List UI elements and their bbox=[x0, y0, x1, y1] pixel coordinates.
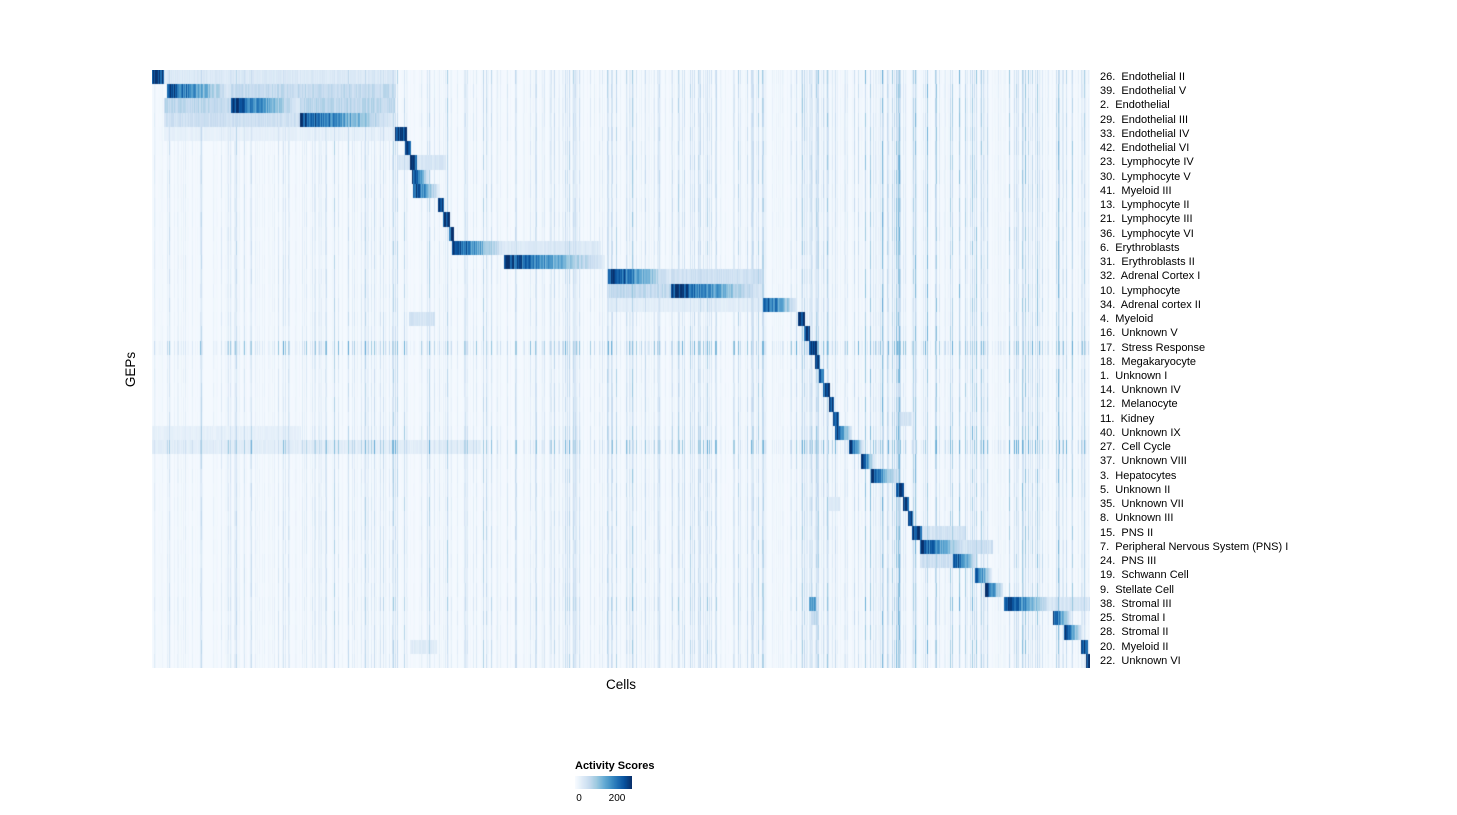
gep-row-label: 32. Adrenal Cortex I bbox=[1100, 270, 1201, 283]
gep-row-label: 11. Kidney bbox=[1100, 412, 1155, 425]
gep-row-label: 15. PNS II bbox=[1100, 526, 1154, 539]
gep-row-label: 20. Myeloid II bbox=[1100, 640, 1169, 653]
gep-row-label: 17. Stress Response bbox=[1100, 341, 1206, 354]
gep-row-label: 5. Unknown II bbox=[1100, 483, 1171, 496]
gep-row-label: 19. Schwann Cell bbox=[1100, 569, 1189, 582]
gep-row-labels: 26. Endothelial II 39. Endothelial V 2. En… bbox=[1100, 70, 1440, 668]
gep-row-label: 1. Unknown I bbox=[1100, 370, 1168, 382]
gep-row-label: 10. Lymphocyte bbox=[1100, 284, 1181, 297]
legend-tick-min: 0 bbox=[576, 793, 582, 804]
legend-colorbar bbox=[575, 776, 632, 789]
gep-row-label: 23. Lymphocyte IV bbox=[1100, 156, 1194, 169]
gep-row-label: 14. Unknown IV bbox=[1100, 384, 1181, 397]
gep-row-label: 36. Lymphocyte VI bbox=[1100, 227, 1194, 240]
gep-row-label: 29. Endothelial III bbox=[1100, 113, 1189, 126]
gep-row-label: 33. Endothelial IV bbox=[1100, 127, 1190, 140]
gep-row-label: 22. Unknown VI bbox=[1100, 654, 1181, 667]
y-axis-label-container: GEPs bbox=[118, 70, 144, 668]
gep-row-label: 40. Unknown IX bbox=[1100, 426, 1181, 439]
gep-row-label: 38. Stromal III bbox=[1100, 597, 1172, 610]
gep-row-label: 31. Erythroblasts II bbox=[1100, 256, 1195, 269]
gep-row-label: 42. Endothelial VI bbox=[1100, 142, 1190, 155]
gep-row-label: 7. Peripheral Nervous System (PNS) I bbox=[1100, 540, 1289, 553]
gep-row-label: 8. Unknown III bbox=[1100, 512, 1174, 525]
gep-row-label: 3. Hepatocytes bbox=[1100, 469, 1177, 482]
gep-row-label: 9. Stellate Cell bbox=[1100, 583, 1174, 596]
gep-row-label: 6. Erythroblasts bbox=[1100, 241, 1180, 254]
gep-row-label: 2. Endothelial bbox=[1100, 99, 1170, 112]
heatmap-canvas bbox=[152, 70, 1090, 668]
activity-scores-legend: Activity Scores 0 200 bbox=[575, 760, 735, 810]
gep-row-label: 4. Myeloid bbox=[1100, 313, 1154, 326]
gep-row-label: 26. Endothelial II bbox=[1100, 71, 1186, 83]
gep-row-label: 18. Megakaryocyte bbox=[1100, 355, 1196, 368]
legend-title: Activity Scores bbox=[575, 760, 655, 772]
gep-row-label: 24. PNS III bbox=[1100, 555, 1157, 568]
gep-row-label: 21. Lymphocyte III bbox=[1100, 213, 1193, 226]
gep-row-label: 41. Myeloid III bbox=[1100, 184, 1172, 197]
gep-row-label: 16. Unknown V bbox=[1100, 327, 1178, 340]
gep-row-label: 13. Lymphocyte II bbox=[1100, 199, 1190, 212]
legend-tick-200: 200 bbox=[608, 793, 626, 804]
gep-row-label: 35. Unknown VII bbox=[1100, 498, 1184, 511]
gep-row-label: 37. Unknown VIII bbox=[1100, 455, 1187, 468]
gep-row-label: 12. Melanocyte bbox=[1100, 398, 1178, 411]
gep-row-label: 27. Cell Cycle bbox=[1100, 441, 1171, 454]
y-axis-label: GEPs bbox=[123, 351, 139, 387]
x-axis-label: Cells bbox=[605, 677, 636, 692]
gep-row-label: 30. Lymphocyte V bbox=[1100, 170, 1191, 183]
gep-row-label: 28. Stromal II bbox=[1100, 626, 1169, 639]
gep-row-label: 25. Stromal I bbox=[1100, 612, 1166, 625]
gep-row-label: 34. Adrenal cortex II bbox=[1100, 298, 1201, 311]
gep-row-label: 39. Endothelial V bbox=[1100, 85, 1187, 98]
